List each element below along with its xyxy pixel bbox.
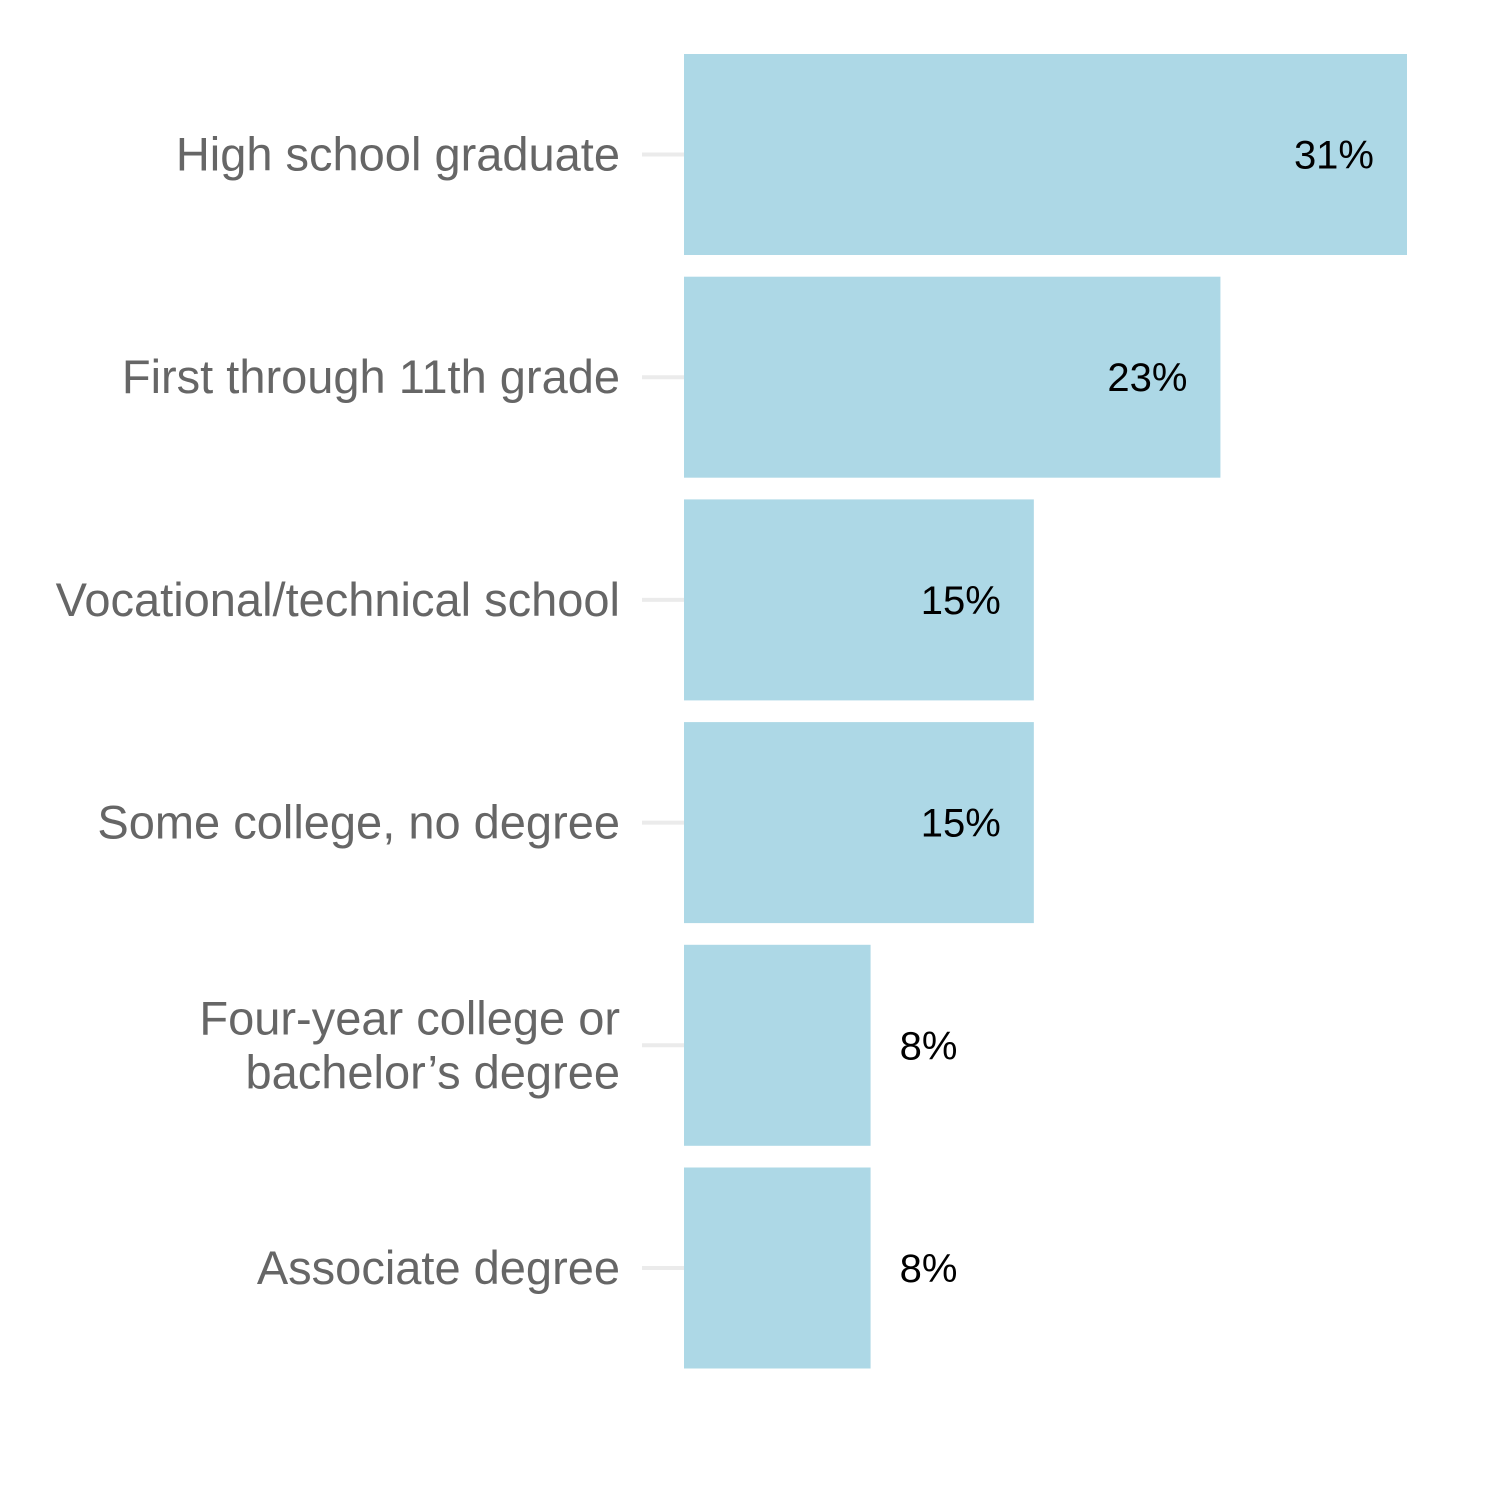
category-label-line: High school graduate bbox=[176, 128, 620, 181]
bar bbox=[684, 54, 1407, 255]
bar bbox=[684, 722, 1034, 924]
bar bbox=[684, 276, 1221, 478]
data-label: 15% bbox=[921, 579, 1001, 623]
bar bbox=[684, 499, 1034, 701]
data-label: 31% bbox=[1294, 134, 1374, 178]
category-label: Four-year college or bachelor’s degree bbox=[199, 991, 620, 1098]
data-label: 8% bbox=[900, 1024, 958, 1068]
bars bbox=[684, 54, 1407, 1369]
category-label-line: Associate degree bbox=[257, 1241, 620, 1294]
data-label: 23% bbox=[1107, 356, 1187, 400]
category-label: High school graduate bbox=[176, 128, 620, 181]
bar bbox=[684, 1167, 871, 1369]
category-label: First through 11th grade bbox=[122, 350, 620, 403]
category-labels: High school graduate First through 11th g… bbox=[56, 128, 620, 1295]
data-label: 8% bbox=[900, 1247, 958, 1291]
category-label-line: First through 11th grade bbox=[122, 350, 620, 403]
category-label-line: bachelor’s degree bbox=[245, 1045, 620, 1098]
value-labels: 31% 23% 15% 15% 8% 8% bbox=[900, 134, 1374, 1292]
category-label: Some college, no degree bbox=[97, 796, 620, 849]
y-axis-ticks bbox=[642, 152, 684, 1270]
category-label: Associate degree bbox=[257, 1241, 620, 1294]
category-label-line: Some college, no degree bbox=[97, 796, 620, 849]
category-label-line: Vocational/technical school bbox=[56, 573, 620, 626]
category-label-line: Four-year college or bbox=[199, 991, 620, 1044]
category-label: Vocational/technical school bbox=[56, 573, 620, 626]
bar bbox=[684, 944, 871, 1146]
data-label: 15% bbox=[921, 802, 1001, 846]
